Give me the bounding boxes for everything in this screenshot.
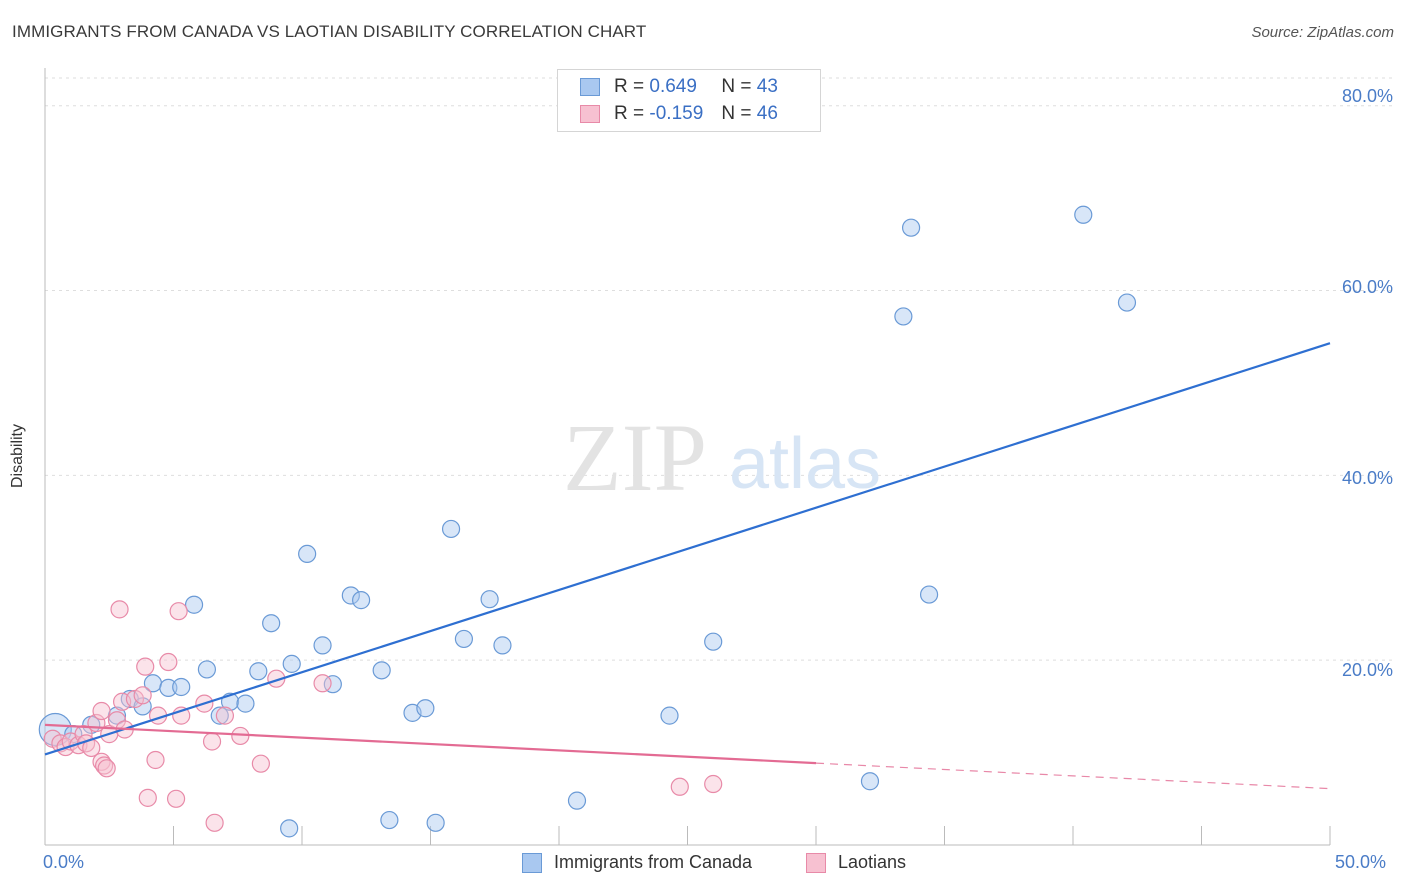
bottom-legend-label: Immigrants from Canada [554,852,753,872]
data-point [210,706,229,725]
legend-row-immigrants: R = 0.649 N = 43 [580,75,778,99]
data-point [704,632,723,651]
data-point [95,756,114,775]
data-point [352,591,371,610]
data-point [901,218,921,237]
data-point [660,706,679,725]
data-point [416,699,435,718]
data-point [454,629,474,649]
watermark-atlas: atlas [729,424,881,504]
data-point [704,774,723,794]
legend-r-value: 0.649 [649,76,697,97]
axes [44,68,1331,846]
legend-r-label: R = [614,76,645,97]
trend-lines [44,342,1331,790]
trend-line-extension [815,762,1331,790]
y-tick-label: 20.0% [1341,660,1393,680]
trend-line [44,342,1331,756]
data-point [1117,293,1137,312]
data-point [919,585,939,604]
watermark: ZIP atlas [563,404,881,511]
data-point [493,636,512,655]
data-point [172,677,191,697]
data-point [441,519,461,539]
bottom-legend-item-immigrants: Immigrants from Canada [522,852,752,873]
data-point [136,657,155,676]
data-point [197,660,217,679]
data-point [341,586,360,605]
legend-n-value: 43 [756,76,778,97]
data-point [138,788,157,807]
legend-swatch-blue [580,78,600,96]
data-point [110,600,129,619]
legend: R = 0.649 N = 43 R = -0.159 N = 46 [557,69,821,132]
bottom-legend-swatch-pink [806,852,826,873]
data-point [1074,205,1093,224]
data-point [372,661,391,680]
data-point [159,678,178,698]
bottom-legend-item-laotians: Laotians [806,852,906,873]
y-tick-label: 60.0% [1341,277,1393,297]
bottom-legend-swatch-blue [522,852,542,873]
data-point [313,636,332,655]
data-point [133,686,152,705]
gridlines [45,77,1392,661]
data-point [282,654,301,673]
bottom-legend-label: Laotians [838,852,907,872]
data-point [215,706,234,725]
data-point [169,602,188,621]
data-point [251,754,270,773]
trend-line [44,723,817,765]
legend-r-label: R = [614,103,645,124]
data-point [202,732,222,751]
data-point [426,813,445,832]
legend-r-value: -0.159 [649,103,704,124]
data-point [97,759,116,778]
source-label: Source: ZipAtlas.com [1251,24,1394,41]
data-point [380,810,399,830]
bottom-legend: Immigrants from Canada Laotians [0,852,1406,878]
chart-title: IMMIGRANTS FROM CANADA VS LAOTIAN DISABI… [12,22,647,41]
data-point [205,813,224,832]
data-point [280,819,299,838]
data-point [313,674,332,693]
y-axis-label: Disability [9,423,26,489]
y-tick-label: 40.0% [1341,468,1393,488]
series-laotians [43,600,723,832]
x-tick-label-min: 0.0% [43,852,85,872]
data-point [92,701,111,721]
data-point [298,544,317,564]
data-point [480,590,499,609]
x-tick-label-max: 50.0% [1335,852,1387,872]
legend-n-label: N = [721,103,752,124]
legend-swatch-pink [580,105,600,123]
data-point [166,789,186,808]
data-point [236,694,255,713]
data-point [894,307,913,326]
legend-n-label: N = [721,76,752,97]
data-point [159,652,178,672]
data-point [670,777,689,796]
data-point [146,750,165,770]
data-point [184,595,204,614]
y-tick-label: 80.0% [1341,86,1393,106]
legend-n-value: 46 [756,103,778,124]
data-point [567,791,587,810]
data-point [860,772,880,791]
data-point [262,614,281,633]
watermark-zip: ZIP [563,404,707,511]
data-point [249,662,268,681]
legend-row-laotians: R = -0.159 N = 46 [580,102,778,126]
data-point [231,726,250,746]
